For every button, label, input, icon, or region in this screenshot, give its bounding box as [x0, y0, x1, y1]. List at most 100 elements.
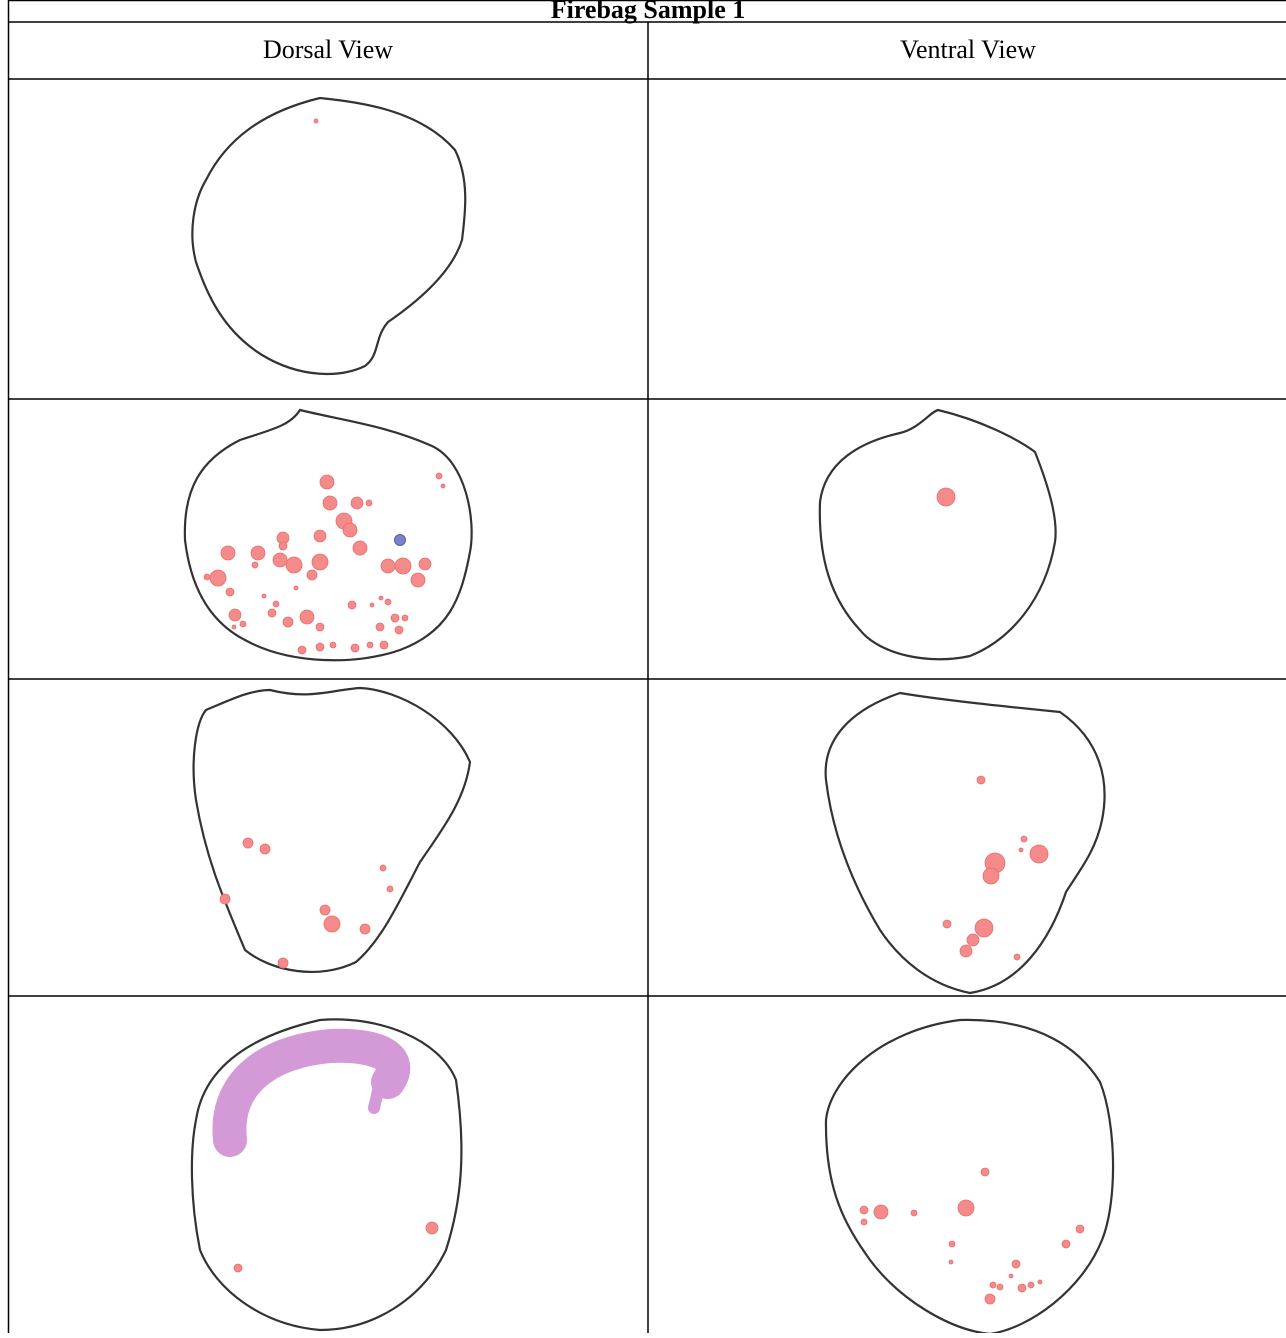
lesion-spot — [307, 570, 317, 580]
lesion-spot — [937, 488, 955, 506]
lesion-spot — [860, 1206, 868, 1214]
lesion-spot — [316, 623, 324, 631]
lesion-spot — [419, 558, 431, 570]
specimen-outline — [229, 1046, 393, 1140]
lesion-spot — [220, 894, 230, 904]
lesion-spot — [286, 557, 302, 573]
lesion-spot — [1028, 1282, 1034, 1288]
lesion-spot — [370, 603, 374, 607]
lesion-spot — [278, 958, 288, 968]
lesion-spot — [1018, 1284, 1026, 1292]
lesion-spot — [320, 905, 330, 915]
lesion-spot — [381, 559, 395, 573]
lesion-spot — [380, 865, 386, 871]
lesion-spot — [990, 1282, 996, 1288]
lesion-spot — [391, 614, 399, 622]
lesion-spot — [911, 1210, 917, 1216]
lesion-spot — [426, 1222, 438, 1234]
lesion-spot — [252, 562, 258, 568]
lesion-spot — [232, 625, 236, 629]
lesion-spot — [1062, 1240, 1070, 1248]
lesion-spot — [1019, 848, 1023, 852]
lesion-spot — [376, 623, 384, 631]
lesion-spot — [298, 646, 306, 654]
specimen-outline — [826, 1020, 1113, 1333]
lesion-spot — [234, 1264, 242, 1272]
lesion-spot — [395, 535, 406, 546]
table-title: Firebag Sample 1 — [551, 0, 746, 24]
lesion-spot — [997, 1284, 1003, 1290]
lesion-spot — [351, 644, 359, 652]
lesion-spot — [240, 621, 246, 627]
lesion-spot — [323, 496, 337, 510]
specimen-outline — [192, 98, 465, 374]
lesion-spot — [943, 920, 951, 928]
lesion-spot — [273, 601, 279, 607]
lesion-spot — [981, 1168, 989, 1176]
specimen-outline — [185, 410, 472, 660]
lesion-spot — [283, 617, 293, 627]
lesion-spot — [300, 610, 314, 624]
column-header: Ventral View — [900, 35, 1036, 64]
lesion-spot — [367, 642, 373, 648]
lesion-spot — [221, 546, 235, 560]
lesion-spot — [351, 497, 363, 509]
lesion-spot — [874, 1205, 888, 1219]
sample-drawings — [185, 98, 1113, 1333]
lesion-spot — [279, 542, 287, 550]
lesion-spot — [229, 609, 241, 621]
lesion-spot — [1021, 836, 1027, 842]
lesion-spot — [343, 523, 357, 537]
lesion-spot — [380, 641, 388, 649]
lesion-spot — [360, 924, 370, 934]
lesion-spot — [316, 643, 324, 651]
lesion-spot — [949, 1260, 953, 1264]
lesion-spot — [861, 1219, 867, 1225]
lesion-spot — [251, 546, 265, 560]
lesion-spot — [385, 599, 391, 605]
lesion-spot — [210, 570, 226, 586]
lesion-spot — [1014, 954, 1020, 960]
lesion-spot — [395, 558, 411, 574]
table-borders — [8, 1, 1286, 1334]
lesion-spot — [975, 919, 993, 937]
lesion-spot — [960, 945, 972, 957]
lesion-spot — [387, 886, 393, 892]
lesion-spot — [294, 586, 298, 590]
lesion-spot — [314, 119, 318, 123]
lesion-spot — [1076, 1225, 1084, 1233]
lesion-spot — [320, 475, 334, 489]
lesion-spot — [1009, 1274, 1013, 1278]
lesion-spot — [348, 601, 356, 609]
specimen-outline — [820, 410, 1056, 659]
lesion-spot — [1012, 1260, 1020, 1268]
lesion-spot — [324, 916, 340, 932]
lesion-spot — [268, 609, 276, 617]
lesion-spot — [379, 596, 383, 600]
lesion-spot — [441, 484, 445, 488]
lesion-spot — [366, 500, 372, 506]
specimen-outline — [374, 1082, 380, 1108]
lesion-spot — [967, 934, 979, 946]
lesion-spot — [312, 554, 328, 570]
lesion-spot — [958, 1200, 974, 1216]
lesion-spot — [1038, 1280, 1042, 1284]
lesion-spot — [411, 573, 425, 587]
lesion-spot — [330, 642, 336, 648]
specimen-outline — [192, 1019, 462, 1330]
lesion-spot — [314, 530, 326, 542]
lesion-spot — [260, 844, 270, 854]
lesion-spot — [402, 615, 408, 621]
lesion-spot — [273, 553, 287, 567]
lesion-spot — [226, 588, 234, 596]
column-header: Dorsal View — [263, 35, 393, 64]
lesion-spot — [262, 594, 266, 598]
lesion-spot — [243, 838, 253, 848]
lesion-spot — [436, 473, 442, 479]
lesion-spot — [1030, 845, 1048, 863]
lesion-spot — [353, 541, 367, 555]
lesion-spot — [983, 868, 999, 884]
lesion-spot — [204, 574, 210, 580]
